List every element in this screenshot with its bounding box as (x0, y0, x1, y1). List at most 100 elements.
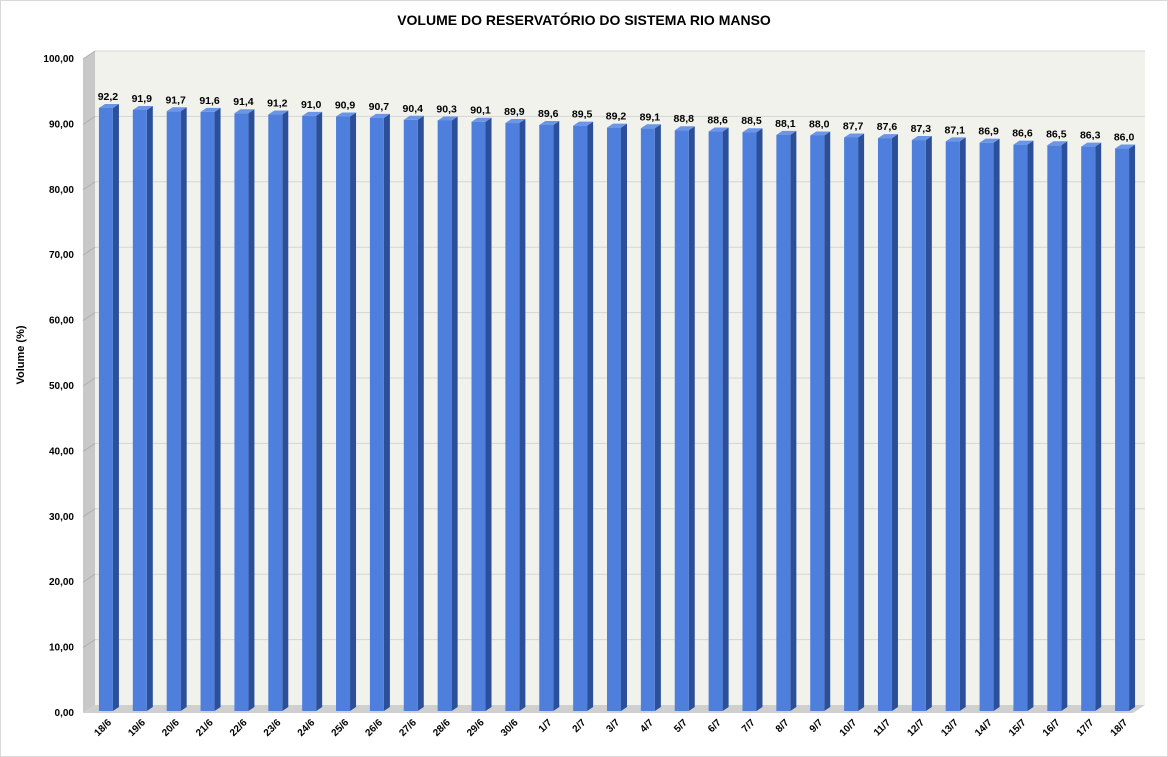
y-tick-label: 90,00 (49, 119, 74, 130)
data-label: 90,4 (403, 103, 424, 115)
bar-side (485, 117, 492, 712)
bar-top (877, 134, 898, 139)
bar-side (350, 112, 357, 712)
bar-top (268, 110, 289, 115)
x-tick-label: 18/7 (1109, 717, 1131, 739)
data-label: 86,5 (1046, 128, 1067, 140)
data-label: 88,1 (775, 118, 796, 130)
bar-top (234, 109, 255, 114)
bar-top (1115, 144, 1136, 149)
bar (268, 114, 283, 711)
bar-top (403, 115, 424, 120)
x-tick-label: 8/7 (774, 717, 792, 735)
data-labels: 92,2 91,9 91,7 91,6 91,4 91,2 91,0 90,9 90,7 90,4… (98, 91, 1135, 144)
data-label: 90,3 (436, 103, 457, 115)
bar-side (1061, 141, 1068, 712)
gridline-side (82, 312, 96, 322)
x-tick-label: 29/6 (465, 717, 487, 739)
bar (573, 125, 588, 712)
x-tick-label: 12/7 (905, 717, 927, 739)
bar-side (180, 107, 187, 712)
bar-side (1095, 142, 1102, 711)
bar (132, 109, 147, 711)
y-axis-ticks: 0,00 10,00 20,00 30,00 40,00 50,00 60,00 70,00 8… (43, 54, 74, 719)
bar (979, 142, 994, 711)
data-label: 89,1 (640, 111, 661, 123)
data-label: 91,4 (233, 96, 254, 108)
data-label: 91,9 (132, 93, 153, 105)
bar (708, 131, 723, 711)
x-tick-label: 2/7 (571, 717, 589, 735)
bar-top (945, 137, 966, 142)
x-tick-label: 26/6 (363, 717, 385, 739)
gridline-side (82, 442, 96, 452)
bar (166, 111, 181, 712)
data-label: 91,0 (301, 99, 322, 111)
bar (1081, 146, 1096, 711)
bar (640, 128, 655, 711)
bar-side (858, 133, 865, 711)
y-tick-label: 50,00 (49, 381, 74, 392)
bar-side (688, 126, 695, 712)
data-label: 86,3 (1080, 130, 1101, 142)
bar-side (417, 115, 424, 711)
gridline-side (82, 573, 96, 583)
bar-side (756, 128, 763, 711)
bar-side (519, 119, 526, 711)
bar-top (776, 130, 797, 135)
data-label: 87,7 (843, 120, 864, 132)
bar (674, 130, 689, 712)
x-tick-label: 22/6 (228, 717, 250, 739)
chart-title: VOLUME DO RESERVATÓRIO DO SISTEMA RIO MA… (397, 12, 771, 28)
bar (369, 117, 384, 711)
x-tick-label: 20/6 (160, 717, 182, 739)
data-label: 88,6 (707, 115, 728, 127)
y-tick-label: 60,00 (49, 316, 74, 327)
bars (98, 104, 1136, 712)
bar-top (336, 112, 357, 117)
bar-top (607, 123, 627, 128)
bar-top (1013, 140, 1034, 145)
bar-side (383, 113, 390, 711)
gridline-side (82, 246, 96, 256)
bar-side (587, 121, 594, 712)
y-tick-label: 10,00 (49, 643, 74, 654)
gridline-side (82, 181, 96, 191)
data-label: 90,1 (470, 105, 491, 117)
gridline-side (82, 115, 96, 125)
bar-top (98, 104, 119, 109)
x-tick-label: 1/7 (537, 717, 555, 735)
bar-top (844, 133, 865, 138)
x-tick-label: 11/7 (872, 717, 893, 738)
bar-side (891, 134, 898, 711)
data-label: 89,9 (504, 106, 525, 118)
x-tick-label: 4/7 (638, 717, 656, 735)
data-label: 87,1 (944, 124, 965, 136)
x-tick-label: 30/6 (499, 717, 521, 739)
bar-side (925, 136, 932, 712)
bar-side (824, 131, 831, 712)
bar-side (451, 116, 458, 712)
bar (471, 121, 486, 712)
x-tick-label: 27/6 (397, 717, 419, 739)
bar-side (553, 121, 560, 712)
x-tick-label: 13/7 (939, 717, 961, 739)
bar (336, 116, 351, 712)
data-label: 87,6 (877, 121, 898, 133)
bar (945, 141, 960, 712)
bar-top (810, 131, 831, 136)
bar-top (640, 124, 661, 129)
bar-top (573, 121, 594, 126)
bar (810, 135, 825, 712)
data-label: 86,9 (978, 126, 999, 138)
data-label: 88,8 (674, 113, 695, 125)
bar (98, 108, 113, 711)
bar-side (790, 130, 797, 712)
bar-side (654, 124, 661, 711)
bar-side (248, 109, 255, 711)
x-tick-label: 15/7 (1007, 717, 1029, 739)
bar (302, 115, 317, 712)
bar-side (1027, 140, 1034, 712)
bar (437, 120, 452, 712)
